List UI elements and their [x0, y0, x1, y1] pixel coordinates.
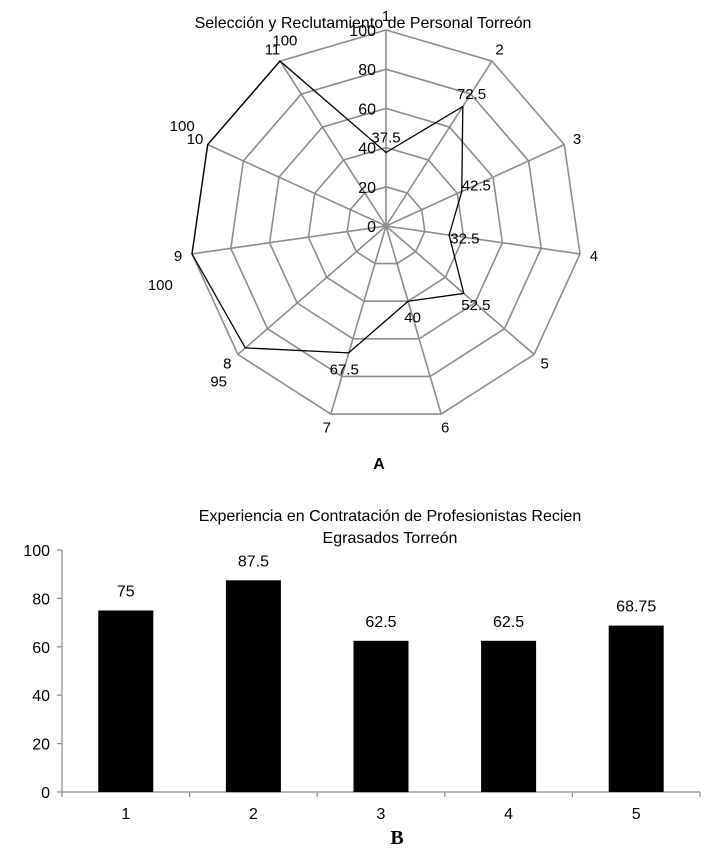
radar-value-label: 100: [272, 33, 297, 50]
radar-category-label: 3: [573, 131, 581, 148]
panel-label-b: B: [390, 827, 403, 849]
radar-value-label: 32.5: [450, 230, 479, 247]
radar-spoke: [330, 225, 387, 415]
radar-category-label: 9: [174, 248, 182, 265]
x-tick-label: 5: [632, 806, 641, 823]
bar-value-label: 68.75: [616, 599, 656, 616]
bar-chart: Experiencia en Contratación de Profesion…: [23, 508, 701, 823]
radar-category-label: 2: [495, 41, 503, 58]
radar-tick-label: 40: [358, 141, 376, 158]
y-tick-label: 60: [32, 640, 50, 657]
radar-value-label: 95: [210, 374, 227, 391]
bar: [353, 640, 409, 793]
radar-spoke: [385, 225, 535, 356]
x-tick-label: 4: [504, 806, 513, 823]
radar-series-line: [191, 60, 465, 354]
radar-spoke: [191, 225, 387, 255]
radar-category-labels: 1 2 3 4 5 6 7 8 9 10 11: [174, 8, 598, 437]
bar-title-line-1: Experiencia en Contratación de Profesion…: [199, 508, 581, 525]
radar-spokes: [191, 30, 581, 415]
bar: [98, 610, 154, 792]
radar-tick-label: 60: [358, 101, 376, 118]
bar: [608, 625, 664, 792]
radar-title: Selección y Reclutamiento de Personal To…: [195, 15, 532, 32]
radar-chart: Selección y Reclutamiento de Personal To…: [148, 8, 598, 437]
radar-category-label: 5: [541, 356, 549, 373]
bar: [481, 640, 537, 793]
bar-x-axis: 1 2 3 4 5: [61, 791, 701, 823]
bar-value-labels: 75 87.5 62.5 62.5 68.75: [117, 553, 656, 631]
bar-value-label: 62.5: [493, 614, 524, 631]
y-tick-label: 80: [32, 591, 50, 608]
radar-value-label: 37.5: [371, 130, 400, 147]
radar-grid-ring: [229, 68, 543, 378]
y-tick-label: 20: [32, 737, 50, 754]
radar-tick-label: 80: [358, 62, 376, 79]
y-tick-label: 0: [41, 785, 50, 802]
radar-spoke: [237, 225, 387, 356]
radar-spoke: [385, 143, 565, 227]
radar-value-label: 67.5: [330, 361, 359, 378]
radar-value-label: 72.5: [457, 86, 486, 103]
y-tick-label: 40: [32, 688, 50, 705]
y-tick-label: 100: [23, 543, 50, 560]
radar-grid-ring: [268, 107, 504, 340]
radar-grid-ring: [307, 146, 465, 303]
bar-y-axis: 0 20 40 60 80 100: [23, 543, 63, 802]
radar-tick-label: 20: [358, 180, 376, 197]
bar-title-line-2: Egrasados Torreón: [323, 530, 458, 547]
bar-value-label: 62.5: [365, 614, 396, 631]
radar-tick-labels: 0 20 40 60 80 100: [349, 23, 376, 236]
radar-category-label: 7: [323, 420, 331, 437]
radar-tick-label: 0: [367, 219, 376, 236]
radar-value-label: 100: [170, 118, 195, 135]
panel-label-a: A: [373, 456, 385, 473]
x-tick-label: 1: [121, 806, 130, 823]
radar-category-label: 11: [265, 41, 281, 58]
bar-value-label: 75: [117, 584, 135, 601]
x-tick-label: 3: [377, 806, 386, 823]
bar: [225, 580, 281, 793]
radar-spoke: [385, 225, 581, 255]
radar-category-label: 10: [187, 131, 204, 148]
radar-value-label: 40: [404, 310, 421, 327]
radar-spoke: [207, 143, 387, 227]
radar-tick-label: 100: [349, 23, 376, 40]
radar-category-label: 4: [590, 248, 598, 265]
radar-category-label: 8: [223, 356, 231, 373]
radar-value-label: 42.5: [462, 178, 491, 195]
radar-spoke: [385, 225, 442, 415]
radar-value-label: 52.5: [461, 297, 490, 314]
radar-category-label: 1: [382, 8, 390, 25]
bar-value-label: 87.5: [238, 553, 269, 570]
x-tick-label: 2: [249, 806, 258, 823]
radar-spoke: [279, 60, 387, 227]
radar-spoke: [385, 60, 493, 227]
radar-value-label: 100: [148, 277, 173, 294]
radar-grid-ring: [346, 185, 426, 265]
bar-bars: [98, 580, 664, 793]
radar-category-label: 6: [441, 420, 449, 437]
